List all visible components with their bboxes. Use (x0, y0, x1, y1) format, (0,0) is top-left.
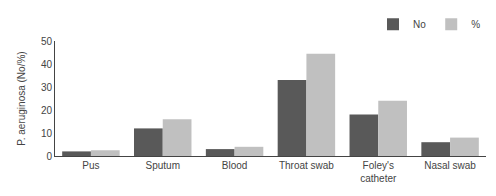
svg-text:No: No (413, 19, 426, 30)
svg-text:Nasal swab: Nasal swab (424, 160, 476, 171)
svg-text:P. aeruginosa (No/%): P. aeruginosa (No/%) (16, 51, 27, 145)
svg-text:0: 0 (46, 151, 52, 162)
svg-text:Throat swab: Throat swab (279, 160, 334, 171)
svg-text:Blood: Blood (222, 160, 248, 171)
svg-text:Pus: Pus (82, 160, 99, 171)
svg-text:10: 10 (41, 128, 53, 139)
svg-text:20: 20 (41, 105, 53, 116)
svg-text:40: 40 (41, 59, 53, 70)
svg-text:50: 50 (41, 36, 53, 47)
svg-text:%: % (471, 19, 480, 30)
svg-text:Sputum: Sputum (146, 160, 180, 171)
svg-text:30: 30 (41, 82, 53, 93)
svg-text:Foley'scatheter: Foley'scatheter (360, 160, 397, 184)
